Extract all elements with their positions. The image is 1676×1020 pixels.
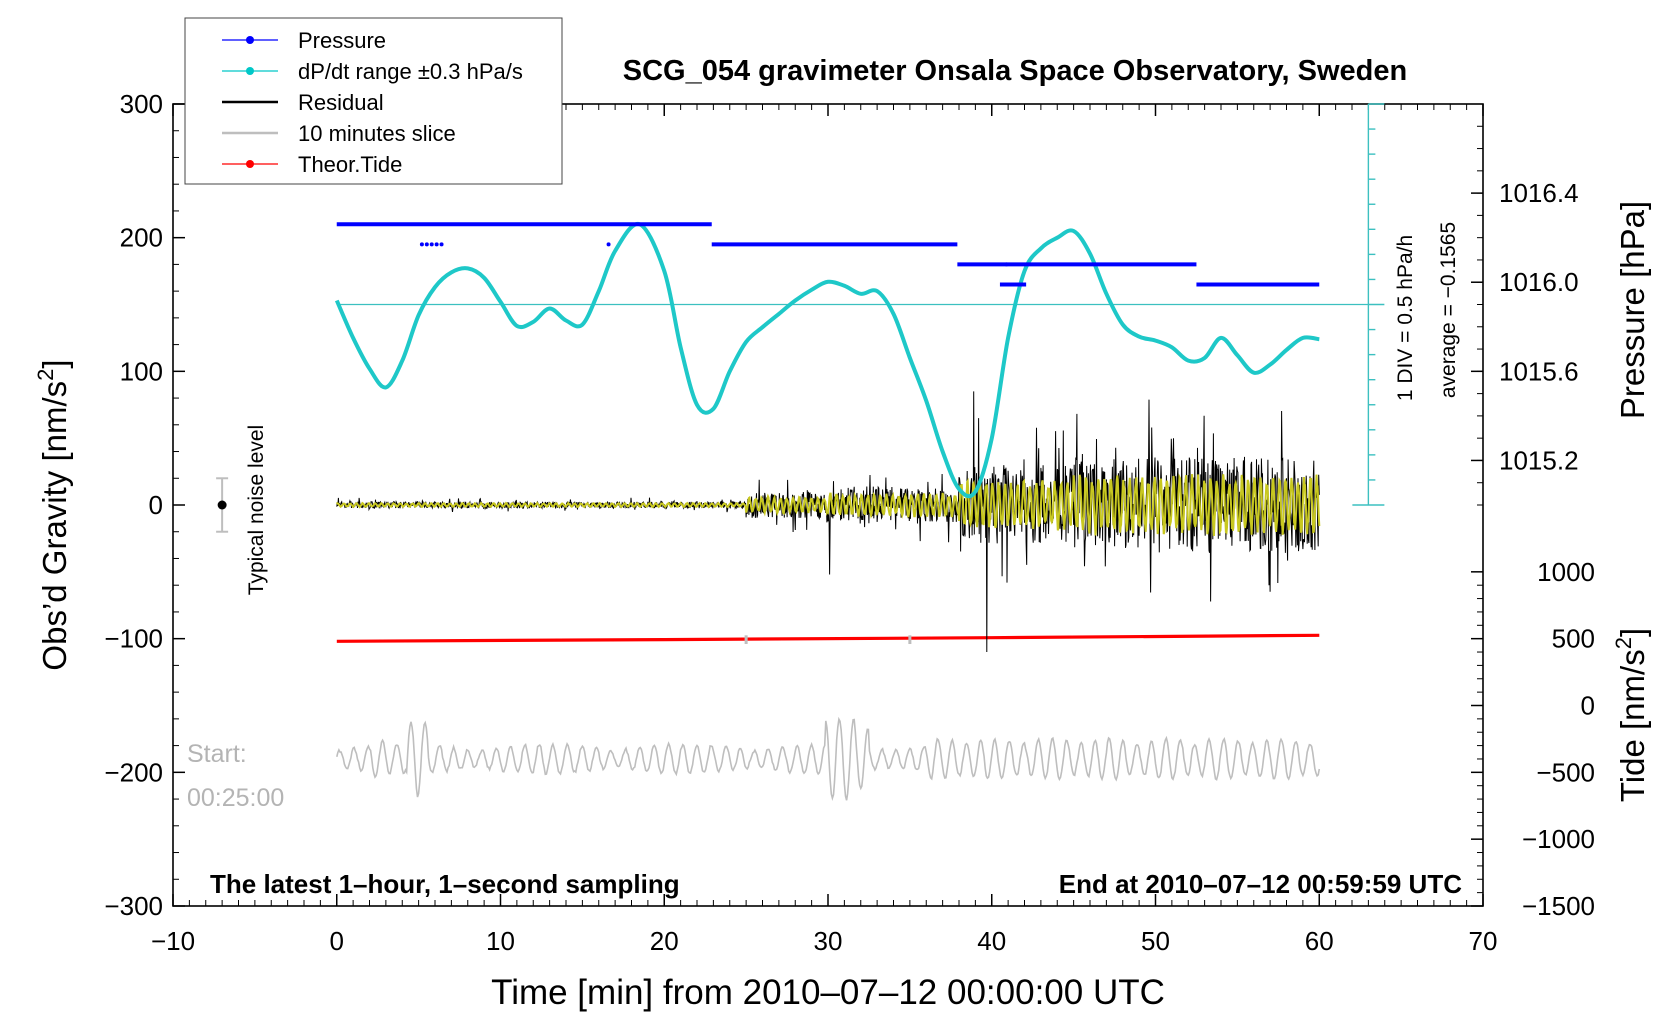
pressure-axis: 1016.4 1016.0 1015.6 1015.2 [1471, 103, 1579, 506]
start-time: 00:25:00 [187, 784, 284, 812]
x-tick-label: 50 [1141, 926, 1170, 956]
x-axis: −10 0 10 20 30 40 50 60 70 [151, 104, 1498, 956]
typical-noise-label: Typical noise level [245, 425, 268, 595]
x-tick-label: 60 [1305, 926, 1334, 956]
slice-line [336, 716, 1321, 801]
legend: Pressure dP/dt range ±0.3 hPa/s Residual 10… [184, 17, 563, 185]
legend-label: Residual [298, 90, 384, 115]
pressure-tick-label: 1016.0 [1499, 267, 1579, 297]
pressure-point [606, 242, 611, 247]
x-axis-label: Time [min] from 2010–07–12 00:00:00 UTC [491, 973, 1165, 1012]
tide-axis-label: Tide [nm/s2] [1611, 628, 1651, 802]
pressure-point [1004, 262, 1009, 267]
y-tick-label: 300 [120, 89, 163, 119]
x-tick-label: 40 [977, 926, 1006, 956]
tide-tick-label: −1500 [1522, 891, 1595, 921]
pressure-tick-label: 1015.2 [1499, 445, 1579, 475]
legend-marker [246, 160, 254, 168]
dpdt-line [334, 222, 1320, 499]
tide-axis: 1000 500 0 −500 −1000 −1500 [1471, 557, 1595, 921]
pressure-point [419, 242, 424, 247]
legend-label: Theor.Tide [298, 152, 402, 177]
pressure-tick-label: 1015.6 [1499, 356, 1579, 386]
start-label: Start: [187, 740, 247, 768]
x-tick-label: −10 [151, 926, 195, 956]
dpdt-series [334, 222, 1369, 499]
legend-label: 10 minutes slice [298, 121, 456, 146]
noise-center-dot [217, 500, 227, 510]
tide-tick-label: −500 [1536, 757, 1595, 787]
tide-tick-label: 0 [1581, 691, 1595, 721]
legend-label: dP/dt range ±0.3 hPa/s [298, 59, 523, 84]
residual-smooth-line [335, 473, 1321, 537]
pressure-point [429, 242, 434, 247]
legend-marker [246, 67, 254, 75]
pressure-point [424, 242, 429, 247]
x-tick-label: 0 [330, 926, 344, 956]
residual-series [335, 391, 1321, 653]
x-tick-label: 30 [814, 926, 843, 956]
x-tick-label: 70 [1469, 926, 1498, 956]
pressure-point [439, 242, 444, 247]
pressure-point [434, 242, 439, 247]
tide-tick-label: 1000 [1537, 557, 1595, 587]
tide-line [336, 633, 1320, 643]
dpdt-scale [1352, 103, 1385, 506]
gravity-axis: 300 200 100 0 −100 −200 −300 [104, 89, 185, 921]
chart-title: SCG_054 gravimeter Onsala Space Observat… [623, 55, 1407, 87]
pressure-axis-label: Pressure [hPa] [1614, 201, 1651, 419]
y-tick-label: 200 [120, 223, 163, 253]
gravity-axis-label: Obs’d Gravity [nm/s2] [33, 359, 73, 670]
tide-tick-label: 500 [1552, 624, 1595, 654]
noise-indicator [216, 477, 229, 533]
legend-label: Pressure [298, 28, 386, 53]
pressure-tick-label: 1016.4 [1499, 178, 1579, 208]
residual-line [336, 391, 1320, 653]
bottom-right-caption: End at 2010–07–12 00:59:59 UTC [1059, 869, 1462, 899]
tide-series [336, 633, 1320, 645]
x-tick-label: 20 [650, 926, 679, 956]
y-tick-label: 100 [120, 356, 163, 386]
y-tick-label: −100 [104, 624, 163, 654]
y-tick-label: −300 [104, 891, 163, 921]
div-label: 1 DIV = 0.5 hPa/h [1394, 235, 1417, 401]
pressure-series [336, 222, 1320, 287]
y-tick-label: −200 [104, 757, 163, 787]
tide-tick-label: −1000 [1522, 824, 1595, 854]
x-tick-label: 10 [486, 926, 515, 956]
legend-marker [246, 36, 254, 44]
y-tick-label: 0 [149, 490, 163, 520]
average-label: average = −0.1565 [1437, 222, 1460, 398]
slice-series [336, 716, 1321, 801]
bottom-left-caption: The latest 1–hour, 1–second sampling [210, 869, 680, 899]
